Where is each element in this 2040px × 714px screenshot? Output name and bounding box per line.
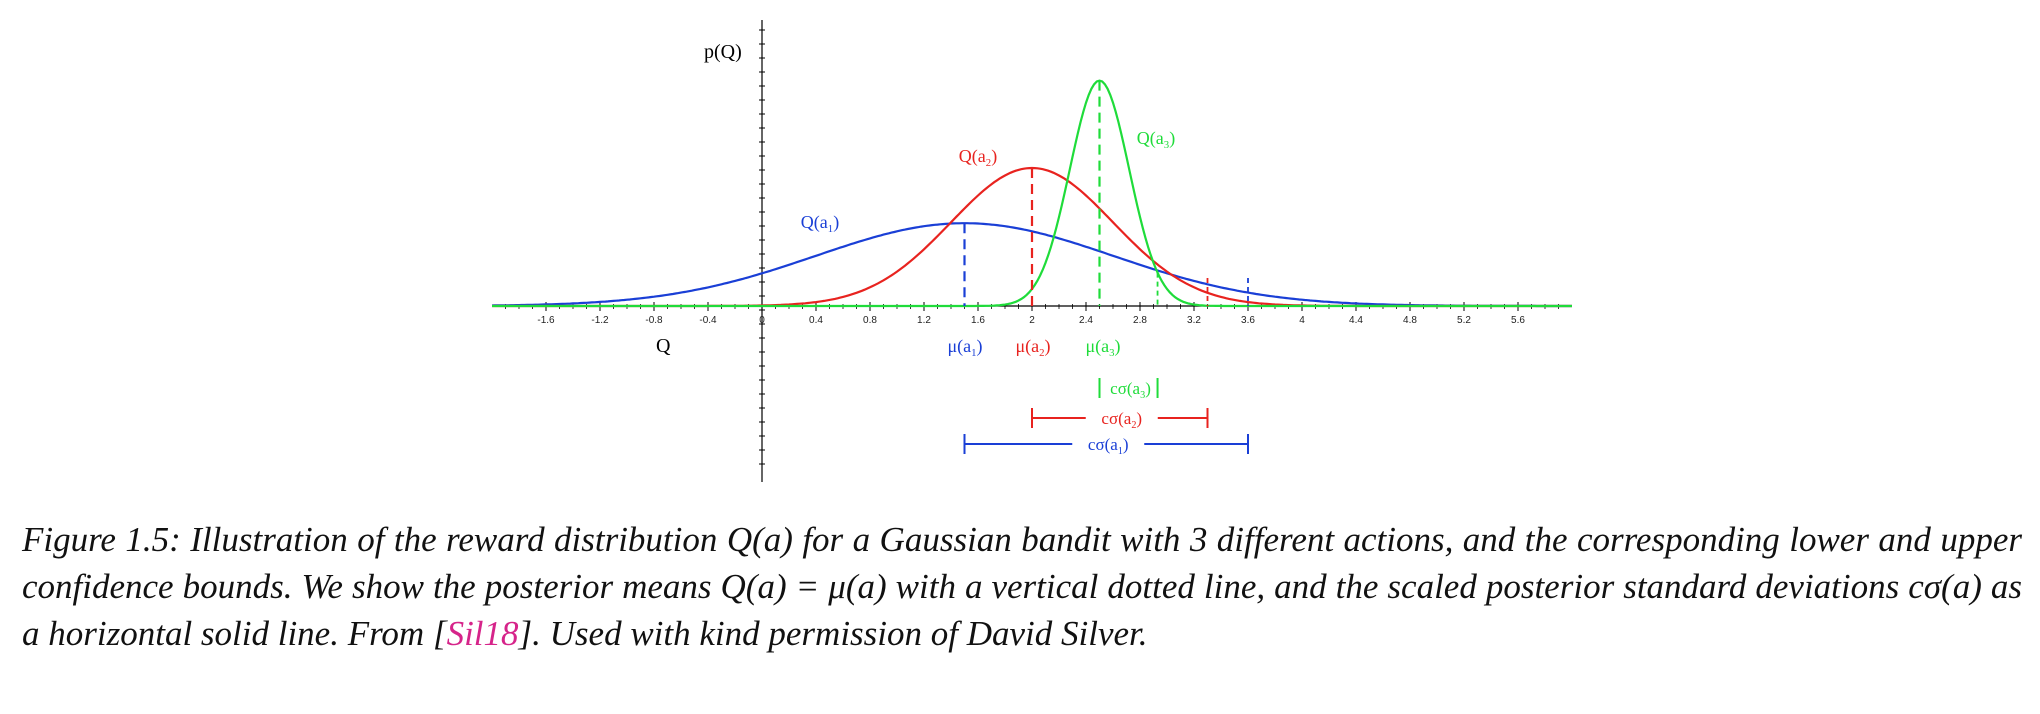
series-labels: Q(a1) μ(a1) Q(a2) μ(a2) Q(a3) μ(a3) — [801, 128, 1175, 359]
mean-lines — [963, 80, 1249, 306]
gaussian-bandit-chart: -1.6 -1.2 -0.8 -0.4 0 0.4 0.8 1.2 1.6 2 2.4 2.8 3.2 3… — [491, 20, 1572, 482]
x-tick-label: 0 — [759, 315, 765, 326]
conf-label-1: cσ(a1) — [1088, 435, 1129, 457]
x-tick-label: 4.8 — [1403, 315, 1417, 326]
x-tick-label: -0.4 — [699, 315, 717, 326]
series-name-label-3: Q(a3) — [1137, 128, 1175, 151]
x-tick-label: 1.2 — [917, 315, 931, 326]
x-tick-label: 2.8 — [1133, 315, 1147, 326]
x-tick-label: -0.8 — [645, 315, 663, 326]
mean-label-2: μ(a2) — [1015, 336, 1050, 359]
x-tick-label: 5.2 — [1457, 315, 1471, 326]
caption-lead: Figure 1.5: Illustration of the reward d… — [22, 520, 2022, 653]
x-tick-label: 3.6 — [1241, 315, 1255, 326]
x-tick-label: 0.4 — [809, 315, 823, 326]
confidence-bars: cσ(a1) cσ(a2) cσ(a3) — [963, 378, 1249, 457]
figure-caption: Figure 1.5: Illustration of the reward d… — [22, 516, 2022, 657]
x-tick-label: 5.6 — [1511, 315, 1525, 326]
conf-label-2: cσ(a2) — [1101, 409, 1142, 431]
x-tick-label: 2.4 — [1079, 315, 1093, 326]
x-tick-label: 4 — [1299, 315, 1305, 326]
x-tick-label: 4.4 — [1349, 315, 1363, 326]
series-name-label-2: Q(a2) — [959, 146, 997, 169]
conf-label-3: cσ(a3) — [1110, 379, 1151, 401]
y-axis-ticks — [759, 29, 765, 465]
caption-tail: ]. Used with kind permission of David Si… — [518, 614, 1148, 653]
mean-label-1: μ(a1) — [947, 336, 982, 359]
x-tick-label: -1.6 — [537, 315, 555, 326]
mean-label-3: μ(a3) — [1085, 336, 1120, 359]
x-tick-label: 2 — [1029, 315, 1035, 326]
x-axis-ticks: -1.6 -1.2 -0.8 -0.4 0 0.4 0.8 1.2 1.6 2 2.4 2.8 3.2 3… — [505, 302, 1559, 326]
x-tick-label: 3.2 — [1187, 315, 1201, 326]
x-axis-label: Q — [656, 335, 671, 357]
x-tick-label: 0.8 — [863, 315, 877, 326]
x-tick-label: -1.2 — [591, 315, 609, 326]
series-name-label-1: Q(a1) — [801, 212, 839, 235]
x-tick-label: 1.6 — [971, 315, 985, 326]
y-axis-label: p(Q) — [704, 41, 742, 63]
citation-link[interactable]: Sil18 — [446, 614, 519, 653]
curve-series-1 — [491, 222, 1572, 308]
